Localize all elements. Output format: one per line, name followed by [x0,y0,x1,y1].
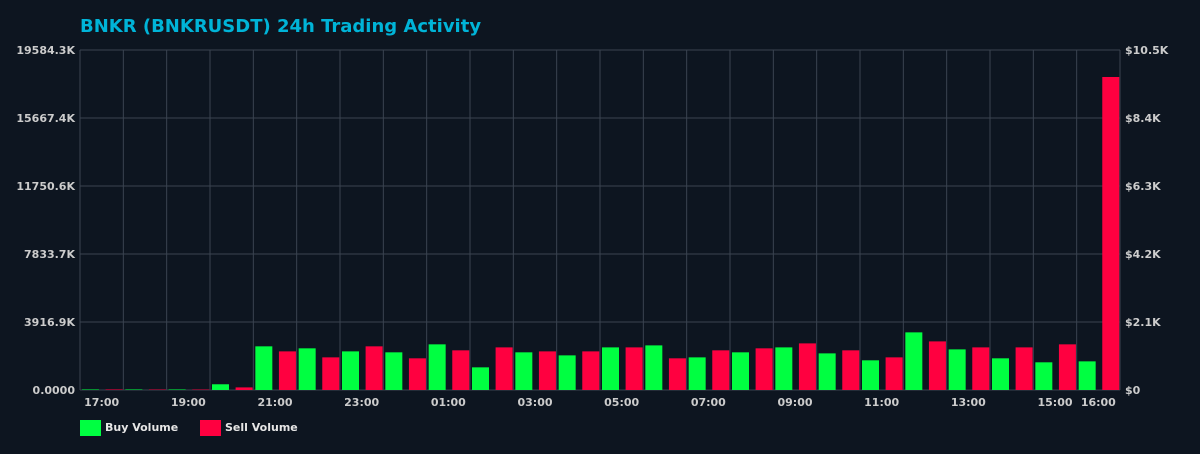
sell-volume-bar [1059,344,1076,390]
sell-volume-bar [756,348,773,390]
x-tick-label: 03:00 [517,396,552,409]
buy-volume-bar [819,353,836,390]
sell-volume-bar [972,347,989,390]
x-tick-label: 15:00 [1037,396,1072,409]
buy-volume-bar [472,367,489,390]
grid [80,50,1120,390]
x-tick-label: 19:00 [171,396,206,409]
x-axis: 17:00 19:00 21:00 23:00 01:00 03:00 05:00 07:00… [84,396,1116,409]
sell-volume-bar [582,351,599,390]
sell-volume-bar [322,357,339,390]
y2-tick-label: $8.4K [1125,112,1161,125]
buy-volume-bar [775,347,792,390]
x-tick-label: 23:00 [344,396,379,409]
buy-volume-bar [559,355,576,390]
y2-tick-label: $10.5K [1125,44,1169,57]
sell-volume-bar [669,358,686,390]
x-tick-label: 05:00 [604,396,639,409]
sell-volume-bar [842,350,859,390]
sell-volume-bar [886,357,903,390]
legend-swatch-buy [80,420,101,436]
sell-volume-bar [279,351,296,390]
sell-volume-bar [366,346,383,390]
x-tick-label: 17:00 [84,396,119,409]
buy-volume-bar [515,352,532,390]
buy-volume-bar [992,358,1009,390]
buy-volume-bar [125,389,142,390]
buy-volume-bar [645,345,662,390]
sell-volume-bar [236,387,253,390]
buy-volume-bar [602,347,619,390]
sell-volume-bar [929,341,946,390]
x-tick-label: 21:00 [257,396,292,409]
bars [82,77,1119,390]
buy-volume-bar [169,389,186,390]
y-tick-label: 19584.3K [16,44,75,57]
x-tick-label: 01:00 [431,396,466,409]
buy-volume-bar [732,352,749,390]
y-tick-label: 11750.6K [16,180,75,193]
buy-volume-bar [1035,362,1052,390]
legend-label-buy: Buy Volume [105,421,178,434]
buy-volume-bar [385,352,402,390]
y-tick-label: 0.0000 [33,384,76,397]
sell-volume-bar [539,351,556,390]
y-axis-right: $0 $2.1K $4.2K $6.3K $8.4K $10.5K [1125,44,1169,397]
sell-volume-bar [106,389,123,390]
buy-volume-bar [255,346,272,390]
x-tick-label: 16:00 [1081,396,1116,409]
y2-tick-label: $6.3K [1125,180,1161,193]
buy-volume-bar [429,344,446,390]
buy-volume-bar [299,348,316,390]
sell-volume-bar [496,347,513,390]
legend: Buy Volume Sell Volume [80,420,298,436]
sell-volume-bar [452,350,469,390]
x-tick-label: 09:00 [777,396,812,409]
buy-volume-bar [342,351,359,390]
y-tick-label: 15667.4K [16,112,75,125]
chart-title: BNKR (BNKRUSDT) 24h Trading Activity [80,16,481,37]
y-axis-left: 0.0000 3916.9K 7833.7K 11750.6K 15667.4K 1958… [16,44,75,397]
sell-volume-bar [712,350,729,390]
x-tick-label: 13:00 [951,396,986,409]
buy-volume-bar [862,360,879,390]
buy-volume-bar [82,389,99,390]
buy-volume-bar [689,357,706,390]
x-tick-label: 07:00 [691,396,726,409]
sell-volume-bar [409,358,426,390]
sell-volume-bar [799,343,816,390]
buy-volume-bar [1079,361,1096,390]
y2-tick-label: $0 [1125,384,1141,397]
x-tick-label: 11:00 [864,396,899,409]
legend-swatch-sell [200,420,221,436]
sell-volume-bar [626,347,643,390]
y2-tick-label: $4.2K [1125,248,1161,261]
y-tick-label: 7833.7K [24,248,75,261]
sell-volume-bar [1016,347,1033,390]
buy-volume-bar [212,384,229,390]
legend-label-sell: Sell Volume [225,421,298,434]
sell-volume-bar [1102,77,1119,390]
y2-tick-label: $2.1K [1125,316,1161,329]
buy-volume-bar [905,332,922,390]
buy-volume-bar [949,349,966,390]
y-tick-label: 3916.9K [24,316,75,329]
